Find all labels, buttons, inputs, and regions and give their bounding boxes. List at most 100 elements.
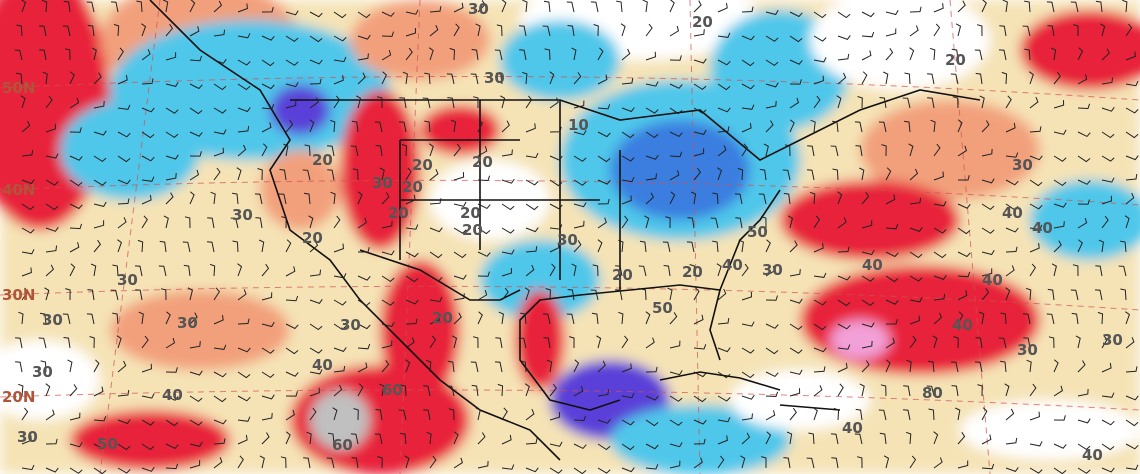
wind-barb	[669, 340, 681, 349]
contour-label: 50	[747, 223, 768, 241]
wind-barb	[645, 192, 655, 205]
wind-barb	[859, 167, 865, 181]
wind-barb	[93, 179, 107, 186]
wind-barb	[398, 409, 407, 421]
wind-barb	[597, 467, 611, 474]
wind-barb	[669, 107, 683, 115]
wind-barb	[784, 144, 791, 157]
wind-barb	[93, 359, 100, 373]
wind-barb	[1005, 179, 1019, 186]
wind-barb	[117, 389, 130, 397]
wind-barb	[981, 268, 993, 277]
wind-barb	[549, 242, 560, 253]
wind-barb	[285, 409, 295, 421]
wind-barb	[879, 97, 887, 109]
wind-barb	[232, 240, 239, 253]
wind-barb	[573, 100, 585, 109]
wind-barb	[1026, 359, 1032, 373]
wind-barb	[189, 0, 196, 13]
wind-barb	[597, 155, 611, 163]
wind-barb	[807, 145, 815, 157]
contour-label: 20	[460, 204, 481, 222]
wind-barb	[213, 315, 224, 325]
wind-barb	[590, 289, 599, 301]
wind-barb	[975, 72, 983, 85]
wind-barb	[690, 191, 697, 205]
wind-barb	[837, 344, 851, 350]
wind-barb	[165, 131, 179, 139]
wind-barb	[885, 359, 891, 373]
wind-barb	[189, 441, 203, 447]
wind-barb	[525, 123, 536, 133]
wind-barb	[545, 288, 551, 301]
wind-barb	[789, 79, 802, 85]
wind-barb	[113, 23, 120, 37]
wind-barb	[951, 385, 959, 397]
contour-label: 30	[117, 271, 138, 289]
wind-barb	[809, 191, 816, 205]
wind-barb	[285, 59, 299, 66]
wind-barb	[93, 416, 107, 422]
wind-barb	[309, 59, 323, 65]
wind-barb	[906, 359, 912, 373]
wind-barb	[687, 217, 695, 229]
wind-barb	[285, 266, 296, 277]
wind-barb	[428, 143, 434, 157]
wind-barb	[979, 95, 985, 109]
wind-barb	[1050, 47, 1057, 61]
wind-barb	[1053, 100, 1065, 109]
wind-barb	[958, 175, 970, 181]
wind-barb	[93, 130, 107, 136]
wind-barb	[566, 1, 575, 13]
wind-barb	[883, 71, 889, 85]
contour-label: 20	[388, 204, 409, 222]
contour-label: 60	[332, 436, 353, 454]
wind-barb	[165, 463, 179, 470]
wind-barb	[285, 239, 292, 253]
wind-barb	[187, 287, 193, 301]
wind-barb	[261, 122, 272, 133]
wind-barb	[981, 249, 995, 256]
wind-barb	[909, 315, 920, 325]
wind-barb	[453, 227, 467, 234]
wind-barb	[645, 81, 659, 87]
wind-barb	[501, 149, 513, 157]
wind-barb	[716, 263, 722, 277]
wind-barb	[261, 104, 275, 110]
wind-barb	[1025, 287, 1032, 301]
wind-barb	[422, 97, 431, 109]
wind-barb	[285, 323, 299, 330]
wind-barb	[21, 0, 27, 13]
wind-barb	[381, 321, 395, 328]
wind-barb	[309, 369, 323, 375]
contour-label: 20	[462, 221, 483, 239]
wind-barb	[693, 29, 705, 37]
wind-barb	[381, 250, 395, 256]
wind-barb	[333, 347, 347, 352]
wind-barb	[573, 240, 582, 253]
wind-barb	[93, 239, 102, 253]
wind-barb	[741, 104, 755, 110]
wind-barb	[621, 107, 635, 113]
wind-barb	[1077, 443, 1091, 451]
wind-barb	[549, 383, 557, 397]
wind-barb	[237, 434, 248, 445]
wind-barb	[357, 275, 371, 281]
wind-barb	[45, 123, 57, 133]
wind-barb	[453, 201, 467, 207]
contour-label: 60	[382, 381, 403, 399]
wind-barb	[597, 104, 611, 110]
wind-barb	[933, 171, 944, 181]
wind-barb	[501, 120, 510, 133]
wind-barb	[693, 287, 700, 301]
wind-barb	[878, 121, 887, 133]
wind-barb	[669, 442, 683, 448]
wind-barb	[117, 419, 131, 425]
wind-barb	[1053, 359, 1059, 373]
wind-barb	[86, 313, 95, 325]
wind-barb	[358, 247, 370, 253]
wind-barb	[525, 264, 535, 277]
wind-barb	[278, 193, 287, 205]
wind-barb	[909, 251, 923, 259]
wind-barb	[90, 263, 97, 277]
